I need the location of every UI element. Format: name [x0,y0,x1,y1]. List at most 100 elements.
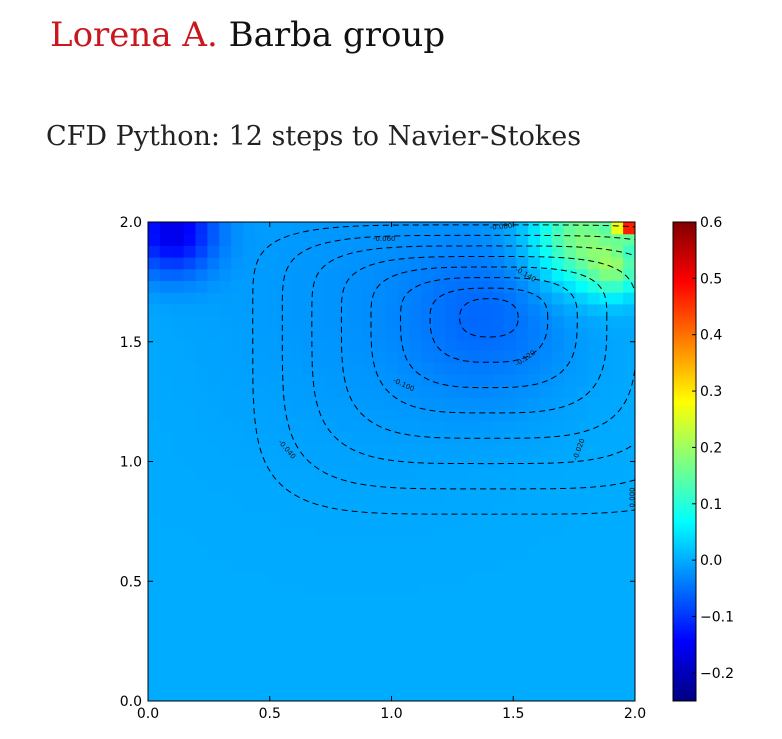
heatmap-cell [397,595,410,609]
heatmap-cell [219,233,232,246]
heatmap-cell [183,525,197,539]
heatmap-cell [623,560,635,574]
heatmap-cell [575,362,589,375]
heatmap-cell [421,257,434,270]
heatmap-cell [195,268,208,282]
heatmap-cell [183,689,197,701]
heatmap-cell [433,502,446,515]
heatmap-cell [409,642,422,655]
heatmap-cell [528,385,541,398]
heatmap-cell [314,455,327,468]
heatmap-cell [290,560,304,574]
heatmap-cell [539,572,553,585]
heatmap-cell [623,665,635,679]
heatmap-cell [159,327,173,340]
heatmap-cell [385,315,399,328]
heatmap-cell [278,584,292,597]
site-title[interactable]: Lorena A. Barba group [50,12,445,58]
heatmap-cell [516,408,529,422]
heatmap-cell [231,549,244,562]
heatmap-cell [456,292,470,305]
heatmap-cell [409,397,422,410]
heatmap-cell [528,408,541,422]
heatmap-cell [611,654,624,667]
heatmap-cell [361,315,375,328]
heatmap-cell [397,514,410,527]
heatmap-cell [219,584,232,597]
heatmap-cell [207,385,220,398]
heatmap-cell [278,560,292,574]
heatmap-cell [539,303,553,317]
heatmap-cell [243,572,256,585]
heatmap-cell [290,595,304,609]
heatmap-cell [171,514,185,527]
heatmap-cell [539,292,553,305]
heatmap-cell [290,607,304,620]
heatmap-cell [551,408,565,422]
heatmap-cell [551,315,565,328]
heatmap-cell [409,257,422,270]
heatmap-cell [444,549,458,562]
heatmap-cell [539,607,553,620]
heatmap-cell [314,303,327,317]
heatmap-cell [361,397,375,410]
heatmap-cell [207,689,220,701]
heatmap-cell [302,560,315,574]
heatmap-cell [231,642,244,655]
heatmap-cell [195,233,208,246]
heatmap-cell [587,607,600,620]
heatmap-cell [385,245,399,258]
heatmap-cell [231,303,244,317]
heatmap-cell [148,385,161,398]
heatmap-cell [373,654,387,667]
heatmap-cell [599,467,612,480]
heatmap-cell [385,350,399,363]
heatmap-cell [171,385,185,398]
heatmap-cell [575,373,589,387]
heatmap-cell [397,338,410,352]
heatmap-cell [338,408,351,422]
heatmap-cell [278,572,292,585]
heatmap-cell [195,642,208,655]
heatmap-cell [444,327,458,340]
heatmap-cell [528,619,541,632]
heatmap-cell [290,280,304,293]
heatmap-cell [492,455,505,468]
heatmap-cell [338,420,351,433]
heatmap-cell [539,654,553,667]
heatmap-cell [254,619,268,632]
heatmap-cell [349,443,363,457]
heatmap-cell [599,245,612,258]
heatmap-cell [159,292,173,305]
heatmap-cell [385,607,399,620]
heatmap-cell [207,607,220,620]
heatmap-cell [587,397,600,410]
heatmap-cell [504,584,517,597]
heatmap-cell [516,467,529,480]
heatmap-cell [338,560,351,574]
heatmap-cell [195,572,208,585]
heatmap-cell [421,245,434,258]
heatmap-cell [338,677,351,690]
heatmap-cell [444,443,458,457]
heatmap-cell [444,467,458,480]
heatmap-cell [219,677,232,690]
heatmap-cell [587,677,600,690]
heatmap-cell [456,397,470,410]
heatmap-cell [314,502,327,515]
heatmap-cell [207,490,220,503]
heatmap-cell [397,222,410,235]
heatmap-cell [385,408,399,422]
heatmap-cell [468,619,482,632]
heatmap-cell [409,619,422,632]
heatmap-cell [219,373,232,387]
heatmap-cell [231,257,244,270]
heatmap-cell [444,373,458,387]
heatmap-cell [183,373,197,387]
heatmap-cell [278,619,292,632]
heatmap-cell [373,490,387,503]
heatmap-cell [587,408,600,422]
heatmap-cell [504,443,517,457]
heatmap-cell [183,397,197,410]
heatmap-cell [314,350,327,363]
